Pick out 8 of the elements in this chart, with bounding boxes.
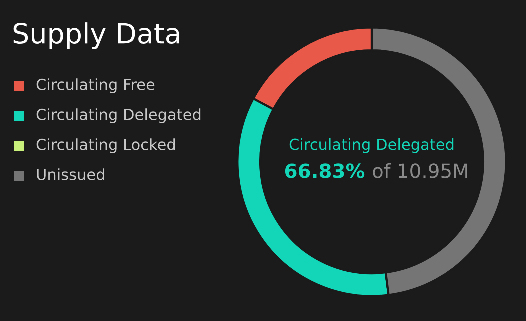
legend-label: Circulating Locked [36, 138, 176, 154]
text: of 10.95M [373, 163, 468, 178]
legend-label: Circulating Free [36, 78, 155, 94]
legend-label: Circulating Delegated [36, 108, 201, 124]
text: 66.83% [285, 164, 365, 178]
legend-label: Unissued [37, 168, 104, 180]
chart-title: Supply Data [14, 22, 180, 50]
text: Circulating Delegated [290, 138, 454, 154]
